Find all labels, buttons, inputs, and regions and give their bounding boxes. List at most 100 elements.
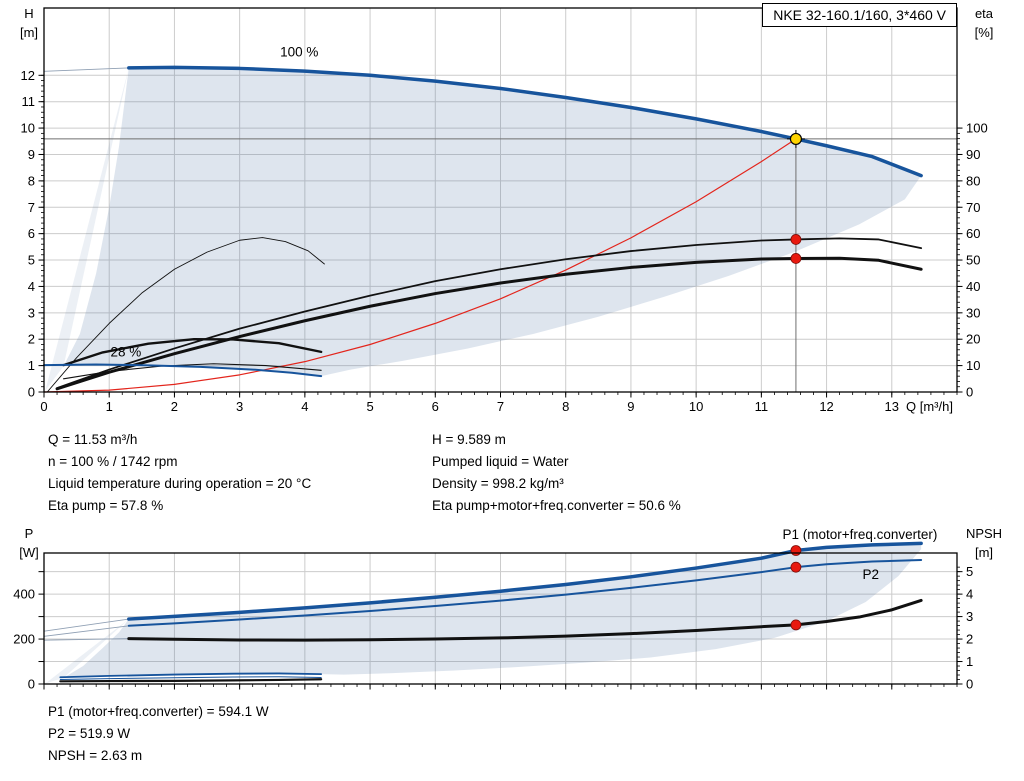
density-text: Density = 998.2 kg/m³ <box>432 476 564 491</box>
gridlines <box>44 8 957 392</box>
left-axis-ticks: 0 200 400 <box>13 571 44 692</box>
npsh-curve <box>127 598 923 642</box>
p1-point <box>790 545 802 556</box>
duty-data-right-column: H = 9.589 m Pumped liquid = Water Densit… <box>432 429 681 517</box>
svg-text:40: 40 <box>966 279 980 294</box>
head-100pct-extension <box>43 67 130 72</box>
pumped-liquid-text: Pumped liquid = Water <box>432 454 569 469</box>
p1-curve <box>127 541 923 621</box>
eta-pump-text: Eta pump = 57.8 % <box>48 498 164 513</box>
operating-range-fill <box>45 67 922 391</box>
svg-text:9: 9 <box>28 147 35 162</box>
curve-labels: 100 % 28 % <box>111 44 319 359</box>
svg-text:4: 4 <box>966 587 973 602</box>
eta-pump-point <box>790 234 802 245</box>
right-axis-ticks: 0 10 20 30 40 50 60 70 80 90 100 <box>957 121 988 400</box>
svg-text:400: 400 <box>13 587 35 602</box>
svg-text:9: 9 <box>627 399 634 414</box>
curves <box>43 65 923 393</box>
svg-text:70: 70 <box>966 200 980 215</box>
p2-curve <box>127 558 923 627</box>
svg-text:1: 1 <box>966 654 973 669</box>
svg-text:eta: eta <box>975 6 994 21</box>
svg-text:NPSH: NPSH <box>966 526 1002 541</box>
svg-text:60: 60 <box>966 226 980 241</box>
control-curve <box>43 138 797 393</box>
p1-extension <box>43 618 130 632</box>
svg-text:8: 8 <box>28 173 35 188</box>
svg-text:10: 10 <box>966 358 980 373</box>
svg-text:7: 7 <box>28 200 35 215</box>
curve-label: P2 <box>862 567 879 582</box>
svg-text:1: 1 <box>28 358 35 373</box>
svg-text:5: 5 <box>366 399 373 414</box>
eta-total-curve <box>55 256 923 391</box>
svg-text:2: 2 <box>966 632 973 647</box>
svg-text:H: H <box>24 6 33 21</box>
pump-title-box: NKE 32-160.1/160, 3*460 V <box>762 3 957 27</box>
svg-text:P: P <box>25 526 34 541</box>
svg-text:6: 6 <box>28 226 35 241</box>
svg-text:11: 11 <box>755 399 769 414</box>
operating-envelope <box>63 543 922 678</box>
svg-text:13: 13 <box>885 399 899 414</box>
svg-text:2: 2 <box>28 332 35 347</box>
qh-eta-chart: 0 1 2 3 4 5 6 7 8 9 10 11 12 13 Q [m³/h]01234567891011… <box>20 6 994 414</box>
svg-text:3: 3 <box>28 305 35 320</box>
head-100pct-curve <box>127 65 923 178</box>
svg-text:8: 8 <box>562 399 569 414</box>
p2-point <box>790 561 802 573</box>
operating-envelope <box>63 67 922 377</box>
svg-text:1: 1 <box>106 399 113 414</box>
p1-28pct-curve <box>59 672 323 679</box>
duty-point[interactable] <box>786 129 805 148</box>
svg-text:200: 200 <box>13 632 35 647</box>
duty-speed-text: n = 100 % / 1742 rpm <box>48 454 178 469</box>
svg-text:90: 90 <box>966 147 980 162</box>
npsh-value-text: NPSH = 2.63 m <box>48 748 143 763</box>
svg-text:[%]: [%] <box>975 25 994 40</box>
pump-title: NKE 32-160.1/160, 3*460 V <box>773 7 946 23</box>
npsh-extension <box>43 638 130 641</box>
svg-text:0: 0 <box>966 385 973 400</box>
svg-text:12: 12 <box>21 68 35 83</box>
duty-data-left-column: Q = 11.53 m³/h n = 100 % / 1742 rpm Liqu… <box>48 429 432 517</box>
axis-titles: P [W] NPSH [m] <box>19 526 1002 560</box>
right-axis-ticks: 0 1 2 3 4 5 <box>957 564 973 692</box>
low-speed-curve-thick <box>62 338 323 367</box>
svg-text:80: 80 <box>966 173 980 188</box>
liquid-temp-text: Liquid temperature during operation = 20… <box>48 476 312 491</box>
svg-text:4: 4 <box>28 279 35 294</box>
power-npsh-chart: 0 200 400 0 1 2 3 4 5 P [W] NPSH [m] P1 (motor+freq.c… <box>13 526 1002 692</box>
p1-value-text: P1 (motor+freq.converter) = 594.1 W <box>48 704 269 719</box>
duty-head-text: H = 9.589 m <box>432 432 506 447</box>
svg-text:5: 5 <box>966 564 973 579</box>
p2-28pct-curve <box>59 676 322 681</box>
svg-text:11: 11 <box>22 94 36 109</box>
npsh-point <box>790 619 802 631</box>
svg-text:0: 0 <box>28 385 35 400</box>
operating-range-fill <box>45 543 922 684</box>
svg-text:3: 3 <box>966 609 973 624</box>
svg-text:[m]: [m] <box>975 545 993 560</box>
eta-total-text: Eta pump+motor+freq.converter = 50.6 % <box>432 498 681 513</box>
svg-text:20: 20 <box>966 332 980 347</box>
curve-label: 28 % <box>111 344 142 359</box>
svg-text:[W]: [W] <box>19 545 39 560</box>
head-28pct-curve <box>43 363 323 378</box>
duty-data-block: Q = 11.53 m³/h n = 100 % / 1742 rpm Liqu… <box>48 429 681 517</box>
duty-flow-text: Q = 11.53 m³/h <box>48 432 138 447</box>
svg-text:30: 30 <box>966 305 980 320</box>
svg-text:50: 50 <box>966 253 980 268</box>
svg-text:[m]: [m] <box>20 25 38 40</box>
npsh-28pct-curve <box>59 678 323 683</box>
axis-titles: H [m] eta [%] <box>20 6 994 40</box>
p2-value-text: P2 = 519.9 W <box>48 726 131 741</box>
svg-text:0: 0 <box>28 677 35 692</box>
curve-label: P1 (motor+freq.converter) <box>782 527 937 542</box>
svg-text:7: 7 <box>497 399 504 414</box>
x-axis-ticks <box>43 684 958 690</box>
curves <box>43 541 923 683</box>
